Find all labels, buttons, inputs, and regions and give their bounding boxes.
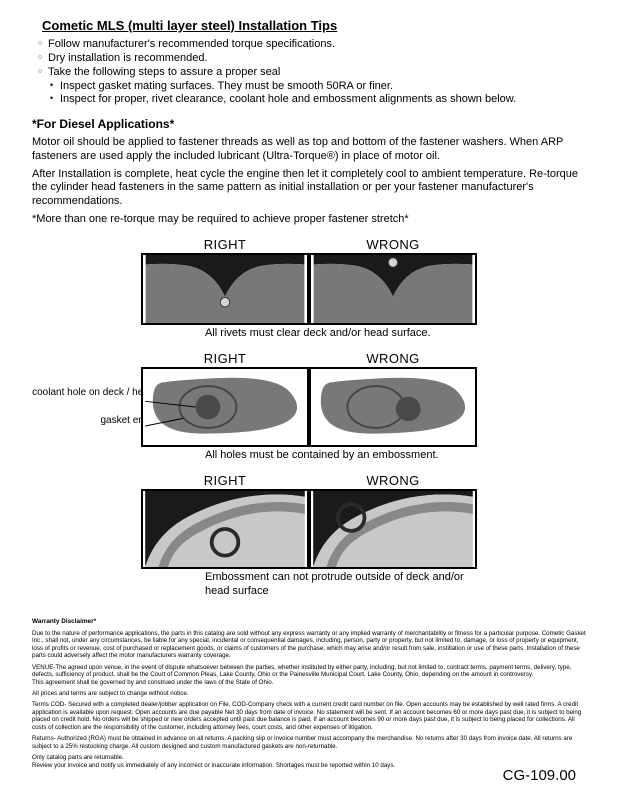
diagram-emboss-right	[141, 489, 309, 569]
warranty-disclaimer: Warranty Disclaimer* Due to the nature o…	[32, 618, 586, 769]
caption-emboss: Embossment can not protrude outside of d…	[205, 571, 465, 599]
label-right: RIGHT	[141, 237, 309, 253]
diagram-rivet-right	[141, 253, 309, 325]
bullet-subitem: Inspect for proper, rivet clearance, coo…	[38, 93, 586, 107]
label-wrong: WRONG	[309, 351, 477, 367]
diagram-rivet-wrong	[309, 253, 477, 325]
diagram-row-holes: coolant hole on deck / head surface gask…	[32, 351, 586, 463]
bullet-subitem: Inspect gasket mating surfaces. They mus…	[38, 80, 586, 94]
diesel-p2: After Installation is complete, heat cyc…	[32, 168, 586, 209]
label-right: RIGHT	[141, 351, 309, 367]
diesel-heading: *For Diesel Applications*	[32, 117, 586, 132]
diesel-p1: Motor oil should be applied to fastener …	[32, 136, 586, 164]
caption-rivets: All rivets must clear deck and/or head s…	[205, 327, 586, 341]
disclaimer-heading: Warranty Disclaimer*	[32, 618, 586, 626]
bullet-item: Take the following steps to assure a pro…	[38, 66, 586, 80]
label-wrong: WRONG	[309, 237, 477, 253]
page-number: CG-109.00	[503, 767, 576, 786]
label-right: RIGHT	[141, 473, 309, 489]
diagram-row-emboss: RIGHT WRONG Embossment can not protrude …	[32, 473, 586, 599]
diagram-hole-right	[141, 367, 309, 447]
diagram-emboss-wrong	[309, 489, 477, 569]
caption-holes: All holes must be contained by an emboss…	[205, 449, 586, 463]
diagram-row-rivets: RIGHT WRONG All rivets must clear deck a…	[32, 237, 586, 341]
bullet-item: Dry installation is recommended.	[38, 52, 586, 66]
disclaimer-p: VENUE-The agreed upon venue, in the even…	[32, 664, 586, 686]
page-title: Cometic MLS (multi layer steel) Installa…	[42, 18, 586, 34]
diesel-p3: *More than one re-torque may be required…	[32, 213, 586, 227]
bullet-item: Follow manufacturer's recommended torque…	[38, 38, 586, 52]
label-wrong: WRONG	[309, 473, 477, 489]
disclaimer-p: Due to the nature of performance applica…	[32, 630, 586, 660]
disclaimer-p: Terms COD- Secured with a completed deal…	[32, 701, 586, 731]
disclaimer-p: All prices and terms are subject to chan…	[32, 690, 586, 697]
bullet-list: Follow manufacturer's recommended torque…	[38, 38, 586, 107]
diagram-hole-wrong	[309, 367, 477, 447]
disclaimer-p: Returns- Authorized (RGA) must be obtain…	[32, 735, 586, 750]
